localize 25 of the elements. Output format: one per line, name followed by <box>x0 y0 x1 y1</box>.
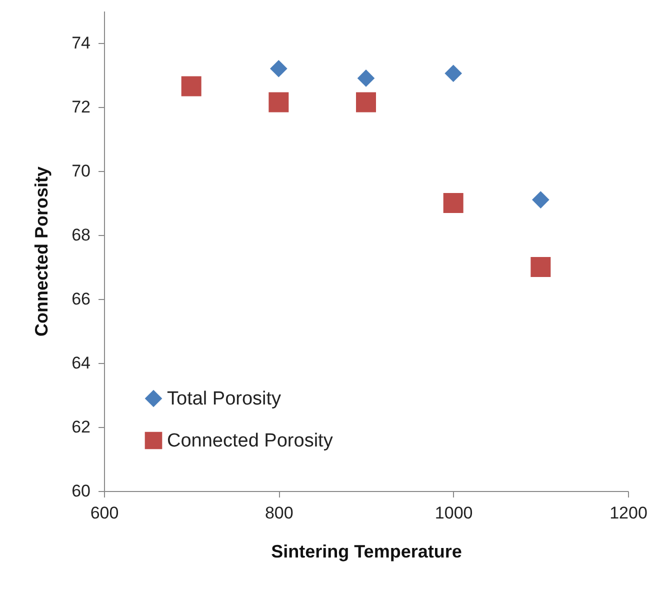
y-tick-label: 70 <box>72 162 90 180</box>
legend-label: Total Porosity <box>167 388 282 410</box>
x-tick-label: 800 <box>264 504 294 522</box>
point <box>270 60 288 78</box>
y-tick-label: 62 <box>72 418 90 436</box>
x-tick-label: 1000 <box>434 504 473 522</box>
y-axis-title: Connected Porosity <box>32 166 52 337</box>
x-tick-label: 600 <box>90 504 119 522</box>
y-tick-label: 64 <box>72 354 90 372</box>
y-tick-label: 68 <box>72 226 90 244</box>
point <box>443 193 464 213</box>
x-axis-title: Sintering Temperature <box>271 542 462 562</box>
point <box>532 191 550 208</box>
point <box>356 92 376 112</box>
y-tick-label: 74 <box>72 34 90 52</box>
point <box>268 92 289 112</box>
point <box>444 64 462 82</box>
y-tick-label: 60 <box>72 482 90 500</box>
point <box>530 257 551 277</box>
y-tick-label: 66 <box>72 290 90 308</box>
point <box>357 70 375 87</box>
legend-label: Connected Porosity <box>167 430 334 452</box>
x-tick-label: 1200 <box>610 504 648 522</box>
y-tick-label: 72 <box>72 98 90 116</box>
point <box>181 76 202 96</box>
